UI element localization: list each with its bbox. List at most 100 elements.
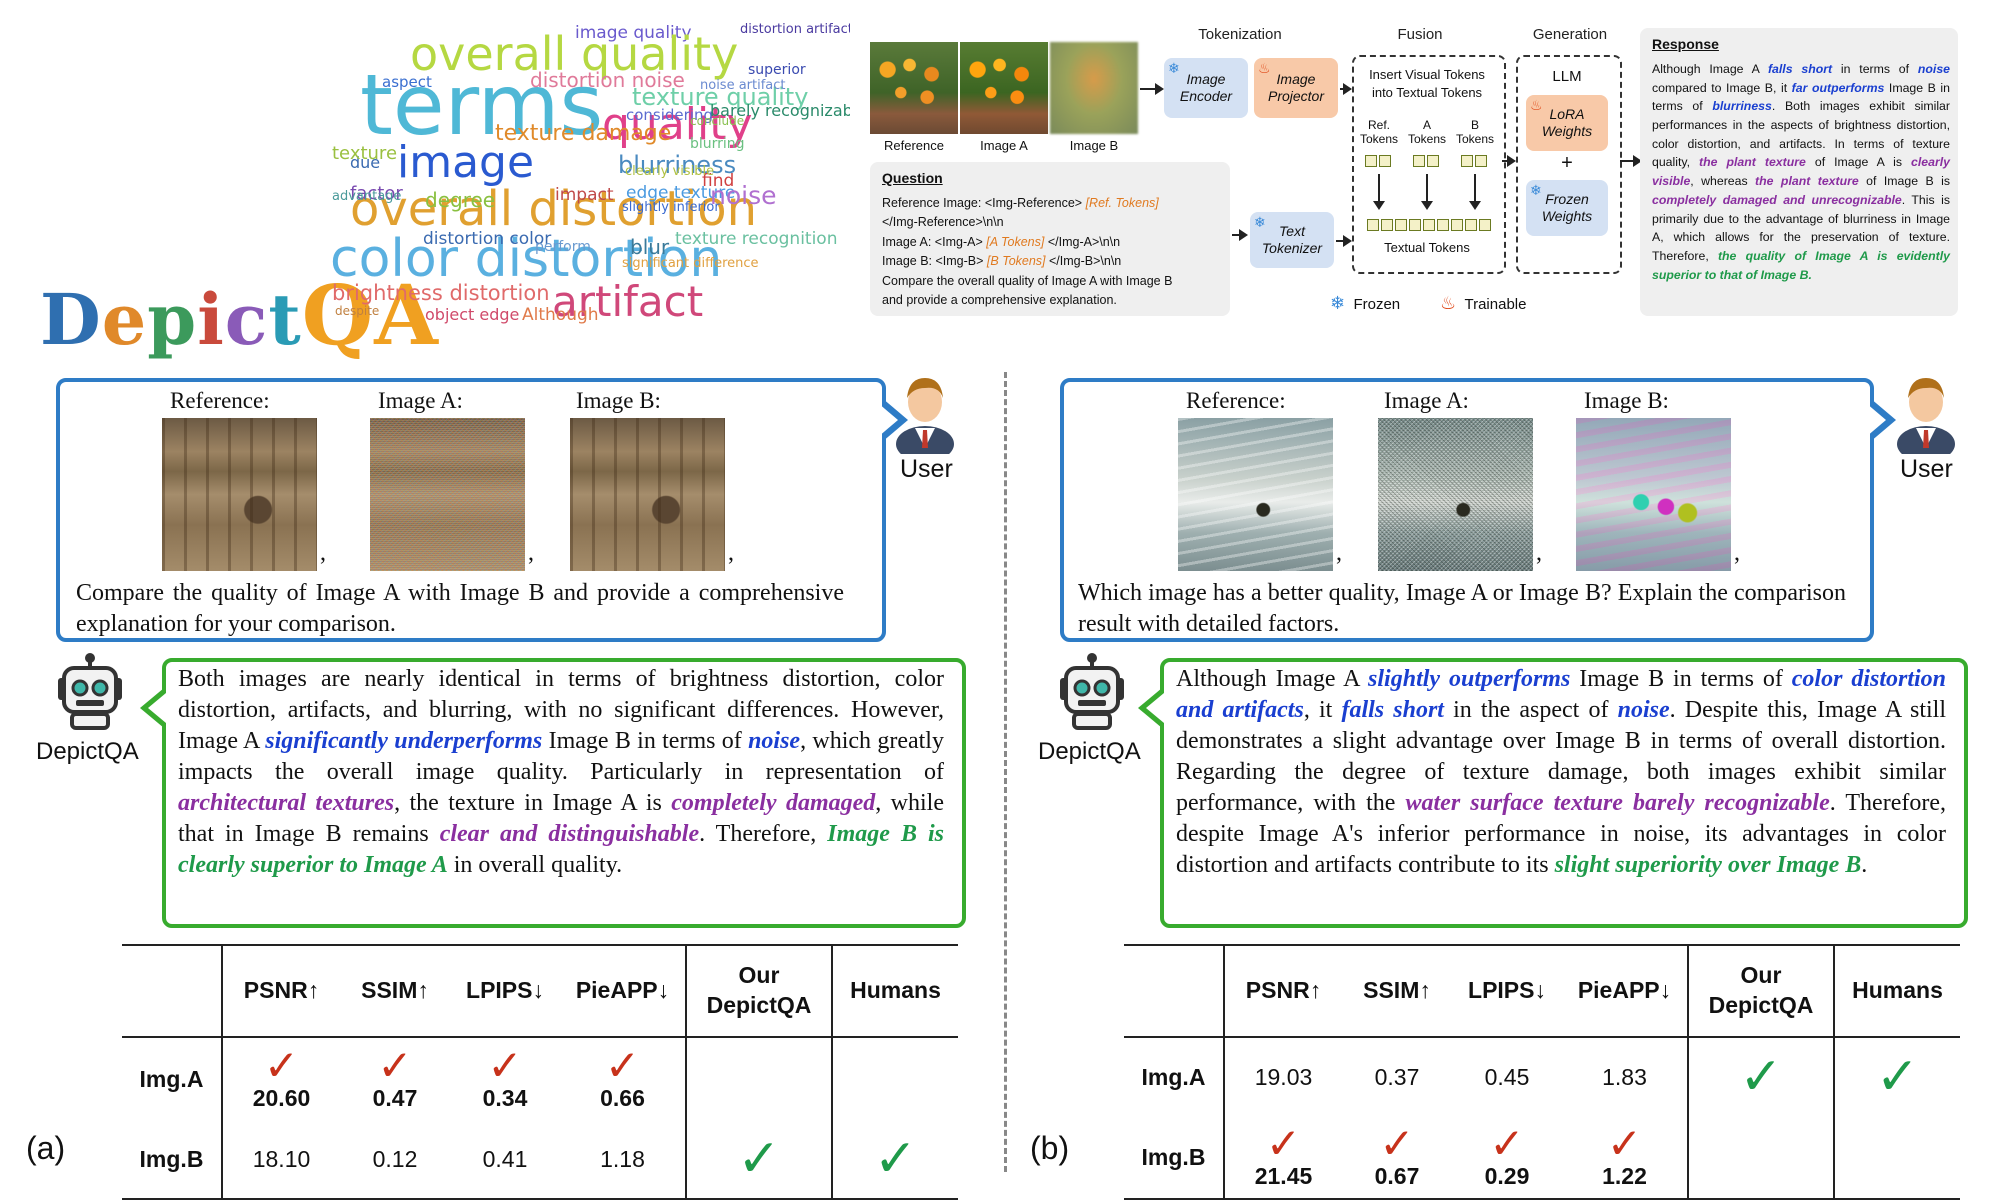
label-reference: Reference: [1186, 388, 1286, 413]
header-depictqa: Our DepictQA [685, 945, 832, 1038]
table-cell: 18.10 [221, 1120, 340, 1199]
word-cloud-term: texture [332, 143, 398, 164]
row-label: Img.A [1141, 1063, 1206, 1090]
table-cell [831, 1037, 958, 1120]
word-cloud-term: Although [522, 305, 599, 325]
arrow [1469, 174, 1481, 210]
row-label: Img.B [139, 1145, 204, 1172]
response-highlight: noise [1917, 62, 1950, 76]
robot-avatar-icon [58, 653, 122, 730]
answer-highlight: architectural textures [178, 790, 395, 816]
answer-run: in the aspect of [1443, 697, 1618, 723]
ref-tokens-label: Ref. Tokens [1359, 118, 1399, 146]
stage-fusion: Fusion [1397, 26, 1443, 43]
question-line: Image A: <Img-A> [882, 234, 987, 249]
word-cloud-term: perform [535, 239, 591, 255]
label-image-b: Image B: [576, 388, 661, 413]
question-token: [B Tokens] [986, 254, 1046, 269]
cell-value: 0.67 [1374, 1162, 1420, 1189]
image-projector-module: ♨ Image Projector [1254, 58, 1338, 118]
comma: , [1336, 540, 1342, 566]
word-cloud-term: find [702, 171, 735, 191]
arrow [1140, 83, 1164, 95]
text-tokenizer-module: ❄ Text Tokenizer [1250, 212, 1334, 268]
table-cell: ✓ 0.29 [1452, 1116, 1562, 1199]
response-run: compared to Image B, it [1652, 80, 1792, 95]
word-cloud-term: brightness distortion [332, 281, 550, 305]
word-cloud-term: impact [555, 185, 614, 205]
answer-run: . Despite this, Image A still demonstrat… [1176, 697, 1946, 816]
cell-value: 0.34 [482, 1084, 528, 1111]
reference-caption: Reference [884, 138, 944, 153]
arrow [1336, 235, 1352, 247]
bubble-tail [878, 403, 898, 437]
response-highlight: the plant texture [1699, 155, 1806, 170]
word-cloud-term: factor [350, 183, 403, 204]
word-cloud-term: overall quality [410, 27, 739, 81]
question-line: </Img-Reference>\n\n [882, 215, 1004, 230]
word-cloud-term: clearly visible [625, 164, 715, 179]
table-cell: ✓ [1833, 1037, 1960, 1116]
bubble-tail [1866, 403, 1886, 437]
arrow [1502, 155, 1516, 167]
image-a-noisy [370, 418, 525, 571]
word-cloud-term: texture quality [632, 83, 809, 111]
red-check-icon: ✓ [1265, 1118, 1302, 1168]
answer-run: , which greatly impacts the overall imag… [178, 728, 944, 785]
response-highlight: blurriness [1712, 99, 1772, 114]
word-cloud-term: image quality [575, 23, 692, 43]
table-cell: 0.37 [1374, 1063, 1420, 1090]
flame-icon: ♨ [1530, 97, 1543, 113]
arrow [1421, 174, 1433, 210]
table-cell: ✓ 1.22 [1562, 1116, 1688, 1199]
ref-token-blocks [1364, 154, 1392, 172]
logo-letter: t [268, 278, 302, 361]
table-cell: ✓ [685, 1120, 832, 1199]
word-cloud-term: blurriness [618, 151, 737, 179]
answer-run: . Therefore, [699, 821, 828, 847]
response-title: Response [1652, 36, 1719, 52]
response-highlight: the plant texture [1755, 174, 1859, 189]
logo-letter: e [101, 278, 148, 361]
answer-highlight: noise [748, 728, 801, 754]
image-encoder-label: Image Encoder [1179, 70, 1233, 105]
table-cell: ✓ 20.60 [221, 1037, 340, 1120]
answer-run: Image B in terms of [542, 728, 749, 754]
word-cloud-term: color distortion [330, 229, 723, 289]
word-cloud-term: significant difference [622, 256, 759, 271]
user-label-b: User [1900, 455, 1953, 483]
header-depictqa: Our DepictQA [1687, 945, 1834, 1038]
word-cloud-term: artifact [552, 277, 704, 326]
word-cloud-term: distortion color [423, 229, 552, 249]
table-cell: 19.03 [1223, 1037, 1342, 1116]
stage-generation: Generation [1532, 26, 1608, 43]
legend-trainable: ♨ Trainable [1440, 293, 1526, 314]
image-b-color-distorted [1576, 418, 1731, 571]
answer-run: . [1861, 852, 1868, 878]
response-run: in terms of [1832, 62, 1918, 76]
table-cell: 0.45 [1484, 1063, 1530, 1090]
word-cloud-term: distortion artifact [740, 22, 850, 37]
green-check-icon: ✓ [1875, 1047, 1920, 1107]
lora-weights-label: LoRA Weights [1541, 105, 1593, 140]
results-table-a: PSNR↑ SSIM↑ LPIPS↓ PieAPP↓ Our DepictQA … [122, 944, 958, 1200]
response-highlight: completely damaged and unrecognizable [1652, 192, 1902, 207]
answer-highlight: completely damaged [671, 790, 876, 816]
response-highlight: clearly visible [1652, 155, 1950, 189]
table-cell [1687, 1116, 1834, 1199]
table-cell [1833, 1116, 1960, 1199]
word-cloud-term: due [350, 153, 381, 172]
bubble-tail [148, 693, 166, 723]
header-humans: Humans [831, 945, 958, 1038]
word-cloud-term: degree [425, 188, 496, 212]
header-ssim: SSIM↑ [1342, 945, 1452, 1038]
table-cell: ✓ 0.47 [340, 1037, 450, 1120]
response-highlight: the quality of Image A is evidently supe… [1652, 248, 1950, 282]
cell-value: 21.45 [1254, 1162, 1313, 1189]
green-check-icon: ✓ [1739, 1047, 1783, 1107]
user-avatar-icon [896, 378, 954, 454]
table-cell: ✓ 0.34 [450, 1037, 560, 1120]
lora-weights-module: ♨ LoRA Weights [1526, 95, 1608, 151]
bot-label-b: DepictQA [1038, 738, 1141, 765]
logo-letter: i [197, 278, 225, 361]
